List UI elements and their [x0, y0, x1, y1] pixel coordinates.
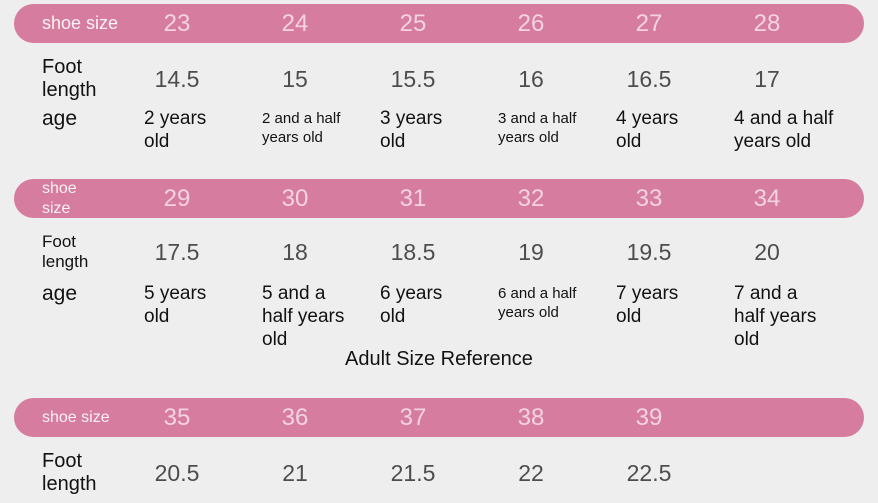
foot-length-row: Foot length 20.5 21 21.5 22 22.5 [14, 449, 864, 497]
shoe-size-value: 34 [753, 185, 781, 212]
foot-length-value: 22 [518, 459, 544, 486]
shoe-size-value: 25 [399, 9, 427, 37]
foot-length-label: Foot length [42, 56, 97, 101]
foot-length-value: 20 [754, 238, 780, 265]
shoe-size-value: 27 [635, 9, 663, 37]
foot-length-value: 14.5 [154, 65, 200, 92]
kids-size-table-1: shoe size 23 24 25 26 27 28 Foot length … [0, 4, 878, 165]
shoe-size-value: 26 [517, 9, 545, 37]
age-row: age 5 years old 5 and a half years old 6… [14, 276, 864, 358]
age-value: 6 and a half years old [498, 285, 577, 321]
shoe-size-value: 36 [281, 403, 309, 431]
foot-length-value: 17 [754, 65, 780, 92]
shoe-size-value: 31 [399, 185, 427, 212]
age-value: 4 and a half years old [734, 108, 834, 153]
age-value: 6 years old [380, 283, 443, 328]
age-row: age 2 years old 2 and a half years old 3… [14, 103, 864, 165]
age-label: age [42, 107, 78, 130]
age-value: 4 years old [616, 108, 679, 153]
shoe-size-header-row: shoe size 29 30 31 32 33 34 [14, 179, 864, 218]
age-value: 3 and a half years old [498, 110, 577, 146]
foot-length-value: 19.5 [626, 238, 672, 265]
shoe-size-value: 28 [753, 9, 781, 37]
shoe-size-header-row: shoe size 23 24 25 26 27 28 [14, 4, 864, 43]
foot-length-row: Foot length 17.5 18 18.5 19 19.5 20 [14, 228, 864, 276]
shoe-size-value: 38 [517, 403, 545, 431]
shoe-size-header-label: shoe size [42, 13, 119, 33]
shoe-size-value: 24 [281, 9, 309, 37]
foot-length-value: 21.5 [390, 459, 436, 486]
foot-length-value: 20.5 [154, 459, 200, 486]
shoe-size-value: 35 [163, 403, 191, 431]
shoe-size-value: 30 [281, 185, 309, 212]
shoe-size-value: 32 [517, 185, 545, 212]
age-value: 7 and a half years old [734, 283, 817, 351]
foot-length-label: Foot length [42, 232, 89, 271]
foot-length-value: 16 [518, 65, 544, 92]
foot-length-value: 17.5 [154, 238, 200, 265]
shoe-size-value: 37 [399, 403, 427, 431]
shoe-size-value: 23 [163, 9, 191, 37]
foot-length-value: 16.5 [626, 65, 672, 92]
adult-size-reference-title: Adult Size Reference [345, 348, 533, 370]
shoe-size-header-label: shoe size [42, 408, 110, 426]
age-value: 5 and a half years old [262, 283, 345, 351]
shoe-size-value: 39 [635, 403, 663, 431]
foot-length-value: 18.5 [390, 238, 436, 265]
age-value: 7 years old [616, 283, 679, 328]
age-label: age [42, 282, 78, 305]
age-value: 2 and a half years old [262, 110, 341, 146]
shoe-size-header-row: shoe size 35 36 37 38 39 [14, 398, 864, 437]
foot-length-value: 22.5 [626, 459, 672, 486]
shoe-size-value: 33 [635, 185, 663, 212]
foot-length-row: Foot length 14.5 15 15.5 16 16.5 17 [14, 55, 864, 103]
foot-length-value: 18 [282, 238, 308, 265]
age-value: 3 years old [380, 108, 443, 153]
foot-length-value: 21 [282, 459, 308, 486]
shoe-size-value: 29 [163, 185, 191, 212]
age-value: 5 years old [144, 283, 207, 328]
foot-length-value: 15.5 [390, 65, 436, 92]
adult-size-table: shoe size 35 36 37 38 39 Foot length 20.… [0, 398, 878, 497]
foot-length-label: Foot length [42, 450, 97, 495]
shoe-size-header-label: shoe size [42, 180, 77, 217]
foot-length-value: 19 [518, 238, 544, 265]
kids-size-table-2: shoe size 29 30 31 32 33 34 Foot length … [0, 179, 878, 358]
foot-length-value: 15 [282, 65, 308, 92]
age-value: 2 years old [144, 108, 207, 153]
